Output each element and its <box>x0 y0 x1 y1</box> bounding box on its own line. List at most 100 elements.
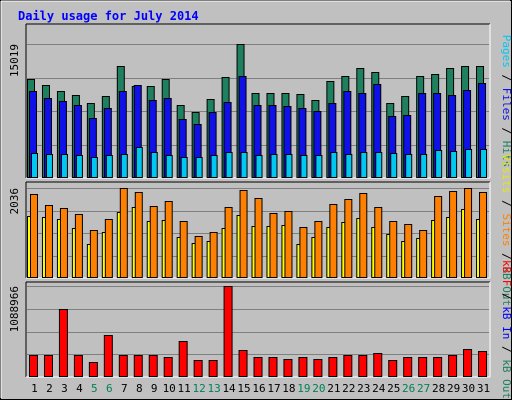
kbytes-bar <box>358 355 368 377</box>
pages-bar <box>330 152 338 178</box>
kbytes-bar <box>328 357 338 377</box>
pages-bar <box>285 154 293 178</box>
kbytes-bar <box>43 355 53 377</box>
legend-entry: Pages <box>500 35 512 68</box>
day-label: 1 <box>31 382 38 395</box>
kbytes-bar <box>29 355 38 377</box>
pages-bar <box>45 154 53 178</box>
day-label: 8 <box>136 382 143 395</box>
chart-title: Daily usage for July 2014 <box>18 9 199 23</box>
sites-bar <box>314 221 323 278</box>
day-label: 4 <box>76 382 83 395</box>
kbytes-bar <box>298 357 308 377</box>
hits-files-pages-max-label: 15019 <box>8 44 21 77</box>
sites-bar <box>299 227 308 278</box>
pages-bar <box>180 157 188 178</box>
kbytes-max-label: 1088966 <box>8 286 21 332</box>
pages-bar <box>480 149 488 178</box>
hits-files-pages-legend: Pages / Files / Hits <box>500 35 512 168</box>
kbytes-bar <box>148 355 158 377</box>
sites-bar <box>359 193 368 278</box>
kbytes-bar <box>133 355 143 377</box>
day-label: 10 <box>163 382 176 395</box>
kbytes-bar <box>73 355 83 377</box>
sites-bar <box>269 213 278 278</box>
kbytes-bar <box>448 355 458 377</box>
kbytes-bar <box>478 351 488 377</box>
kbytes-bar <box>58 309 68 377</box>
pages-bar <box>375 152 383 178</box>
day-label: 11 <box>178 382 191 395</box>
kbytes-bar <box>88 362 98 377</box>
pages-bar <box>75 155 83 178</box>
pages-bar <box>195 157 203 178</box>
kbytes-bar <box>283 359 293 377</box>
sites-visits-legend: Visits / Sites / kB Out <box>500 154 512 306</box>
kbytes-bar <box>193 360 203 377</box>
sites-bar <box>224 207 233 278</box>
legend-entry: Visits <box>500 154 512 194</box>
pages-bar <box>120 154 128 178</box>
kbytes-bar <box>403 357 413 377</box>
pages-bar <box>255 155 263 178</box>
sites-bar <box>209 232 218 278</box>
day-label: 19 <box>297 382 310 395</box>
legend-entry: / <box>500 68 512 88</box>
kbytes-bar <box>238 350 248 377</box>
kbytes-bar <box>463 349 473 377</box>
sites-bar <box>239 190 248 278</box>
kbytes-bar <box>418 357 428 377</box>
day-label: 22 <box>342 382 355 395</box>
sites-bar <box>329 204 338 278</box>
legend-entry: / <box>500 194 512 214</box>
day-label: 5 <box>91 382 98 395</box>
pages-bar <box>90 157 98 178</box>
kbytes-bar <box>343 355 353 377</box>
day-label: 26 <box>402 382 415 395</box>
legend-entry: Files <box>500 88 512 121</box>
pages-bar <box>150 152 158 178</box>
sites-bar <box>104 219 113 278</box>
sites-bar <box>449 191 458 278</box>
pages-bar <box>135 147 143 178</box>
pages-bar <box>270 154 278 178</box>
kbytes-bar <box>103 335 113 377</box>
sites-bar <box>374 207 383 278</box>
legend-entry: / <box>500 121 512 141</box>
sites-bar <box>254 198 263 278</box>
day-label: 3 <box>61 382 68 395</box>
kbytes-legend: kB F / kB In / kB Out <box>500 260 512 399</box>
day-label: 25 <box>387 382 400 395</box>
day-label: 16 <box>252 382 265 395</box>
pages-bar <box>345 154 353 178</box>
kbytes-bar <box>163 357 173 377</box>
pages-bar <box>105 155 113 178</box>
legend-entry: kB In <box>500 306 512 339</box>
sites-bar <box>404 224 413 278</box>
kbytes-bar <box>253 357 263 377</box>
sites-bar <box>134 192 143 278</box>
sites-bar <box>284 211 293 278</box>
sites-bar <box>44 205 53 278</box>
day-label: 31 <box>477 382 490 395</box>
legend-entry: kB Out <box>500 266 512 306</box>
kbytes-bar <box>388 360 398 377</box>
kbytes-bar <box>223 286 233 377</box>
pages-bar <box>450 151 458 178</box>
day-label: 18 <box>282 382 295 395</box>
pages-bar <box>405 154 413 178</box>
day-label: 20 <box>312 382 325 395</box>
sites-bar <box>149 206 158 278</box>
sites-bar <box>89 230 98 278</box>
pages-bar <box>225 152 233 178</box>
day-label: 30 <box>462 382 475 395</box>
legend-entry: / <box>500 286 512 306</box>
pages-bar <box>360 152 368 178</box>
pages-bar <box>210 155 218 178</box>
kbytes-bar <box>313 359 323 377</box>
day-label: 23 <box>357 382 370 395</box>
pages-bar <box>31 153 38 178</box>
day-label: 17 <box>267 382 280 395</box>
